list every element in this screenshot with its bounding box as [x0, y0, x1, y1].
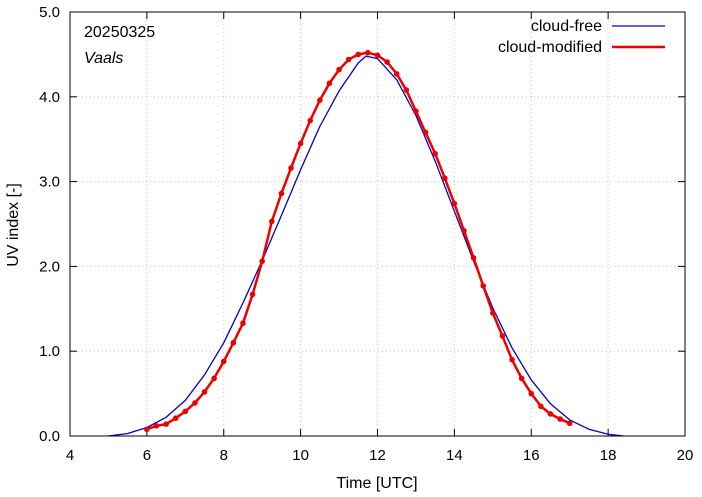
x-tick-label: 6 [143, 447, 151, 464]
series-layer [108, 49, 624, 437]
data-point-cloud-modified [413, 108, 419, 115]
data-point-cloud-modified [230, 339, 237, 346]
x-tick-label: 10 [292, 447, 309, 464]
x-tick-label: 4 [66, 447, 74, 464]
data-point-cloud-modified [163, 421, 169, 427]
data-point-cloud-modified [326, 80, 333, 87]
y-tick-label: 4.0 [39, 89, 60, 106]
data-point-cloud-modified [288, 165, 294, 171]
data-point-cloud-modified [192, 400, 198, 406]
x-tick-label: 20 [677, 447, 694, 464]
data-point-cloud-modified [547, 411, 554, 417]
data-point-cloud-modified [278, 190, 285, 197]
y-tick-label: 2.0 [39, 258, 60, 275]
data-point-cloud-modified [144, 426, 150, 433]
data-point-cloud-modified [249, 291, 256, 298]
data-point-cloud-modified [259, 258, 265, 265]
y-tick-label: 1.0 [39, 343, 60, 360]
date-annotation: 20250325 [84, 24, 155, 41]
legend-label-cloud-modified: cloud-modified [498, 39, 602, 56]
data-point-cloud-modified [518, 375, 525, 382]
data-point-cloud-modified [441, 175, 448, 182]
data-point-cloud-modified [211, 375, 217, 382]
data-point-cloud-modified [538, 403, 544, 410]
data-point-cloud-modified [557, 416, 563, 422]
data-point-cloud-modified [355, 51, 362, 58]
data-point-cloud-modified [201, 389, 208, 395]
data-point-cloud-modified [268, 218, 275, 225]
data-point-cloud-modified [470, 255, 477, 261]
data-point-cloud-modified [336, 66, 342, 73]
y-tick-label: 5.0 [39, 4, 60, 21]
tick-labels: 4 6 8 10 12 14 16 18 20 0.0 1.0 2.0 3.0 4.0 5.0 [39, 4, 693, 464]
y-tick-label: 0.0 [39, 428, 60, 445]
x-tick-label: 16 [523, 447, 540, 464]
x-axis-label: Time [UTC] [336, 475, 417, 492]
x-tick-label: 8 [220, 447, 228, 464]
location-annotation: Vaals [84, 50, 123, 67]
data-point-cloud-modified [240, 320, 246, 327]
data-point-cloud-modified [393, 71, 400, 77]
data-point-cloud-modified [345, 56, 352, 63]
data-point-cloud-modified [384, 59, 390, 65]
data-point-cloud-modified [153, 423, 160, 429]
data-point-cloud-modified [432, 150, 438, 157]
plot-frame [69, 11, 686, 437]
data-point-cloud-modified [297, 140, 304, 147]
series-line-cloud-free [108, 55, 624, 437]
x-tick-label: 18 [600, 447, 617, 464]
data-point-cloud-modified [317, 97, 323, 103]
y-axis-label: UV index [-] [5, 183, 22, 267]
data-point-cloud-modified [528, 390, 535, 397]
data-point-cloud-modified [566, 420, 573, 427]
data-point-cloud-modified [307, 117, 314, 124]
y-tick-label: 3.0 [39, 174, 60, 191]
data-point-cloud-modified [422, 129, 429, 136]
data-point-cloud-modified [403, 87, 410, 93]
data-point-cloud-modified [172, 415, 179, 421]
data-point-cloud-modified [374, 52, 381, 59]
data-point-cloud-modified [490, 310, 496, 316]
legend-label-cloud-free: cloud-free [531, 18, 602, 35]
data-point-cloud-modified [509, 356, 515, 363]
data-point-cloud-modified [461, 227, 467, 234]
data-point-cloud-modified [480, 283, 487, 289]
data-point-cloud-modified [220, 358, 227, 365]
grid-lines [70, 12, 685, 436]
x-tick-label: 12 [369, 447, 386, 464]
legend: cloud-free cloud-modified [498, 18, 665, 56]
data-point-cloud-modified [365, 49, 371, 56]
x-tick-label: 14 [446, 447, 463, 464]
data-point-cloud-modified [499, 333, 506, 339]
data-point-cloud-modified [451, 200, 458, 207]
data-point-cloud-modified [182, 408, 189, 415]
